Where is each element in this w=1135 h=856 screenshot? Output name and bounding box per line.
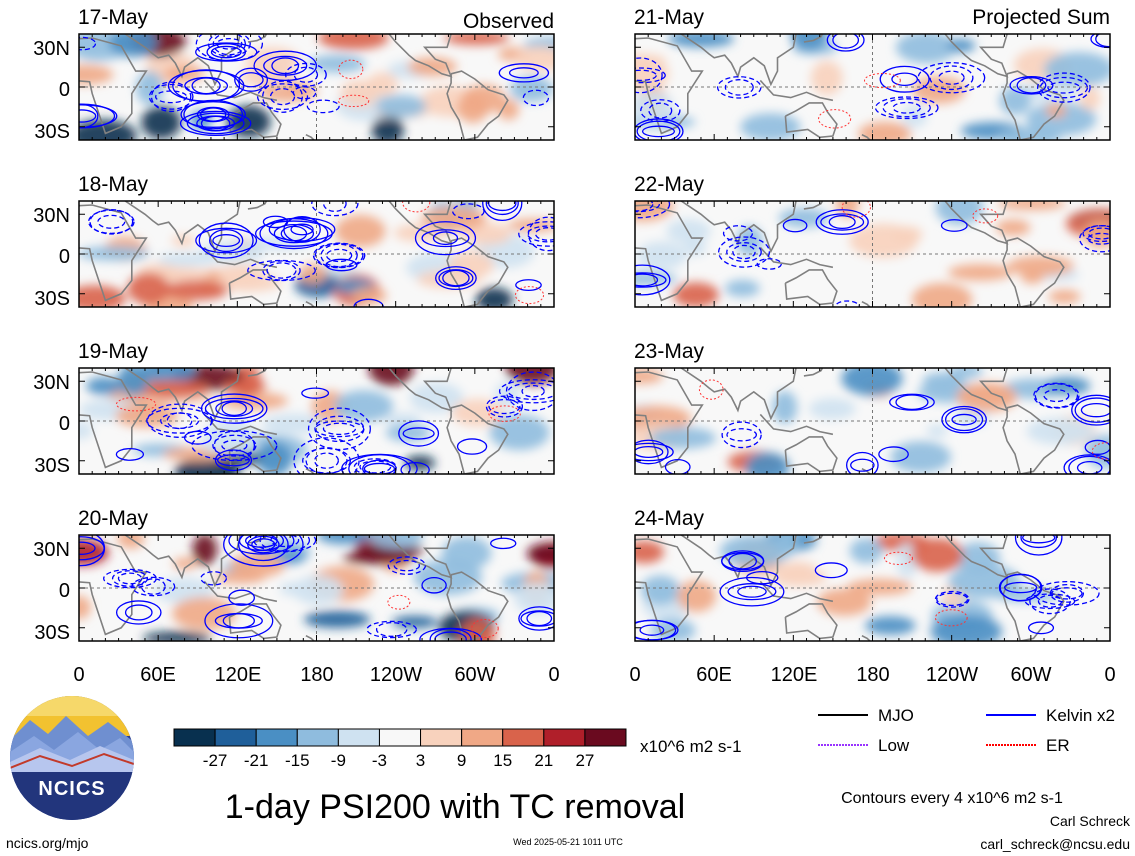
lat-label-30s: 30S (34, 288, 70, 310)
legend-label-er: ER (1046, 736, 1070, 755)
colorbar-swatch (378, 728, 422, 747)
lon-label-0: 0 (629, 664, 640, 686)
map-panel (78, 33, 555, 141)
lat-axis-labels: 30N 0 30S 30N 0 30S 30N 0 30S 30N 0 30S (33, 38, 70, 644)
lat-label-30n: 30N (33, 539, 70, 561)
colorbar-unit: x10^6 m2 s-1 (640, 737, 742, 756)
lon-label-60e: 60E (140, 664, 176, 686)
ncics-logo: NCICS (10, 696, 134, 820)
colorbar-swatch (255, 728, 298, 747)
colorbar-swatch (420, 728, 463, 747)
panel-date-17-may: 17-May (78, 6, 149, 29)
colorbar-tick-label: 27 (575, 751, 594, 770)
lon-label-0-end: 0 (1104, 664, 1115, 686)
colorbar-swatch (502, 728, 545, 747)
colorbar-swatch (543, 728, 586, 747)
lat-label-0: 0 (59, 79, 70, 101)
colorbar-swatch (214, 728, 257, 747)
lon-label-60w: 60W (454, 664, 495, 686)
legend: MJO Kelvin x2 Low ER (818, 706, 1115, 755)
lon-axis-labels: 0 60E 120E 180 120W 60W 0 0 60E 120E 180… (73, 664, 1115, 686)
map-panel (634, 367, 1111, 475)
colorbar-tick-label: 9 (457, 751, 466, 770)
lat-label-30s: 30S (34, 121, 70, 143)
lat-label-30s: 30S (34, 622, 70, 644)
lon-label-120e: 120E (215, 664, 262, 686)
lon-label-120e: 120E (771, 664, 818, 686)
map-panel (634, 534, 1111, 642)
logo-text: NCICS (38, 778, 105, 800)
map-panel (78, 534, 555, 642)
map-panel (634, 33, 1111, 141)
author-name: Carl Schreck (1050, 813, 1131, 829)
lat-label-30s: 30S (34, 455, 70, 477)
main-title: 1-day PSI200 with TC removal (225, 788, 685, 826)
lon-label-60w: 60W (1010, 664, 1051, 686)
map-panel (78, 200, 555, 308)
colorbar-swatch (461, 728, 504, 747)
legend-label-mjo: MJO (878, 706, 914, 725)
colorbar-tick-label: -21 (244, 751, 269, 770)
colorbar-swatch (337, 728, 380, 747)
lat-label-30n: 30N (33, 38, 70, 60)
author-email: carl_schreck@ncsu.edu (980, 836, 1130, 852)
colorbar-tick-label: -15 (285, 751, 310, 770)
observed-label: Observed (463, 10, 554, 33)
contour-interval-note: Contours every 4 x10^6 m2 s-1 (841, 790, 1063, 807)
colorbar-tick-label: 21 (534, 751, 553, 770)
panel-date-24-may: 24-May (634, 507, 705, 530)
website-link[interactable]: ncics.org/mjo (6, 835, 89, 851)
lat-label-30n: 30N (33, 205, 70, 227)
colorbar-tick-label: 15 (493, 751, 512, 770)
timestamp: Wed 2025-05-21 1011 UTC (513, 837, 623, 847)
projected-sum-label: Projected Sum (972, 6, 1110, 29)
colorbar-tick-label: 3 (416, 751, 425, 770)
lon-label-0: 0 (73, 664, 84, 686)
legend-label-kelvin: Kelvin x2 (1046, 706, 1115, 725)
legend-label-low: Low (878, 736, 910, 755)
panel-date-18-may: 18-May (78, 173, 149, 196)
map-panel (78, 367, 555, 475)
panel-date-19-may: 19-May (78, 340, 149, 363)
map-panel (634, 200, 1111, 308)
lat-label-30n: 30N (33, 372, 70, 394)
colorbar-swatch (296, 728, 339, 747)
colorbar-swatch (584, 728, 627, 747)
panel-date-23-may: 23-May (634, 340, 705, 363)
lat-label-0: 0 (59, 580, 70, 602)
lon-label-120w: 120W (370, 664, 422, 686)
panel-date-21-may: 21-May (634, 6, 705, 29)
panel-date-22-may: 22-May (634, 173, 705, 196)
lon-label-60e: 60E (696, 664, 732, 686)
lon-label-120w: 120W (926, 664, 978, 686)
lon-label-0-end: 0 (548, 664, 559, 686)
map-panels (78, 33, 1111, 642)
lat-label-0: 0 (59, 413, 70, 435)
colorbar-tick-label: -27 (203, 751, 228, 770)
colorbar-swatch (173, 728, 216, 747)
colorbar: -27 -21 -15 -9 -3 3 9 15 21 27 (173, 728, 627, 770)
colorbar-tick-label: -3 (372, 751, 387, 770)
colorbar-tick-label: -9 (331, 751, 346, 770)
lon-label-180: 180 (856, 664, 889, 686)
lat-label-0: 0 (59, 246, 70, 268)
lon-label-180: 180 (300, 664, 333, 686)
panel-date-20-may: 20-May (78, 507, 149, 530)
